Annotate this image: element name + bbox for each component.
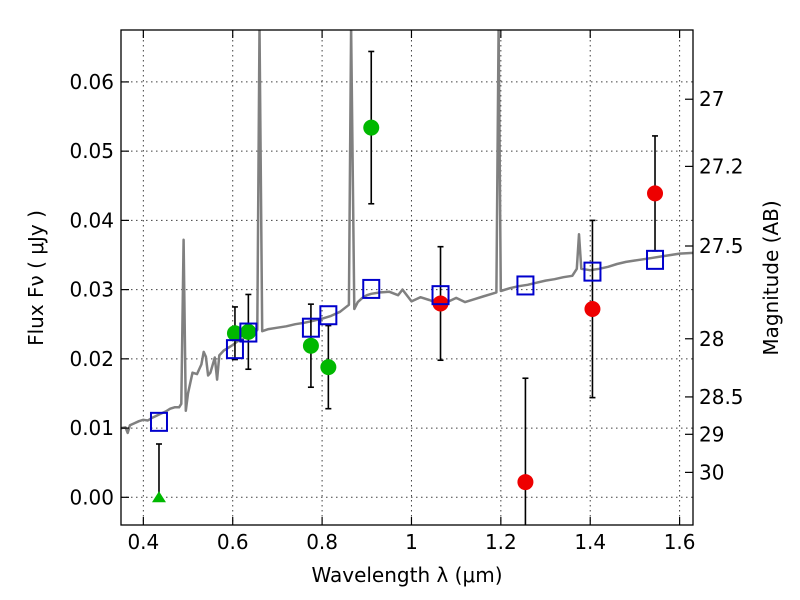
- y-tick-label: 0.00: [69, 485, 114, 509]
- model-photometry-square: [149, 411, 168, 432]
- y-tick-label: 0.01: [69, 416, 114, 440]
- upper-limit-triangle: [151, 491, 166, 503]
- flux-point-green: [226, 325, 243, 342]
- y-tick-label: 0.04: [69, 208, 114, 232]
- x-tick-label: 1.4: [574, 530, 606, 554]
- mag-tick-label: 29: [699, 422, 724, 446]
- y-tick-label: 0.05: [69, 139, 114, 163]
- flux-point-red: [517, 474, 534, 491]
- mag-tick-label: 27: [699, 87, 724, 111]
- x-tick-label: 0.8: [306, 530, 338, 554]
- x-tick-label: 0.4: [127, 530, 159, 554]
- plot-frame: [120, 29, 694, 526]
- flux-point-green: [302, 337, 319, 354]
- x-tick-label: 1.6: [664, 530, 696, 554]
- x-tick-label: 0.6: [217, 530, 249, 554]
- model-photometry-square: [225, 339, 244, 360]
- model-photometry-square: [431, 285, 450, 306]
- x-tick-label: 1.2: [485, 530, 517, 554]
- mag-tick-label: 27.2: [699, 154, 744, 178]
- y-axis-right-label: Magnitude (AB): [759, 200, 783, 355]
- flux-point-red: [584, 301, 601, 317]
- ticks: 0.4 0.6 0.8 1 1.2 1.4 1.6 0.00 0.01 0.02 0.03 0.04 0…: [69, 30, 744, 554]
- y-tick-label: 0.06: [69, 70, 114, 94]
- x-tick-label: 1: [405, 530, 418, 554]
- axes: [120, 29, 694, 526]
- flux-point-green: [240, 323, 257, 340]
- mag-tick-label: 27.5: [699, 234, 744, 258]
- y-tick-label: 0.03: [69, 278, 114, 302]
- grid: [121, 30, 693, 525]
- x-axis-label: Wavelength λ (μm): [311, 563, 502, 587]
- mag-tick-label: 28.5: [699, 385, 744, 409]
- mag-tick-label: 30: [699, 460, 724, 484]
- model-photometry-square: [516, 275, 535, 296]
- model-photometry-square: [362, 278, 381, 299]
- y-axis-label: Flux Fν ( μJy ): [24, 210, 48, 346]
- model-photometry-square: [239, 322, 258, 343]
- model-photometry-square: [646, 249, 665, 270]
- model-photometry-square: [301, 317, 320, 338]
- y-tick-label: 0.02: [69, 347, 114, 371]
- model-photometry-square: [583, 261, 602, 282]
- data-markers: [149, 119, 665, 503]
- model-photometry-square: [319, 305, 338, 326]
- flux-point-red: [647, 185, 664, 202]
- flux-point-green: [320, 359, 337, 376]
- flux-point-green: [363, 119, 380, 136]
- mag-tick-label: 28: [699, 327, 724, 351]
